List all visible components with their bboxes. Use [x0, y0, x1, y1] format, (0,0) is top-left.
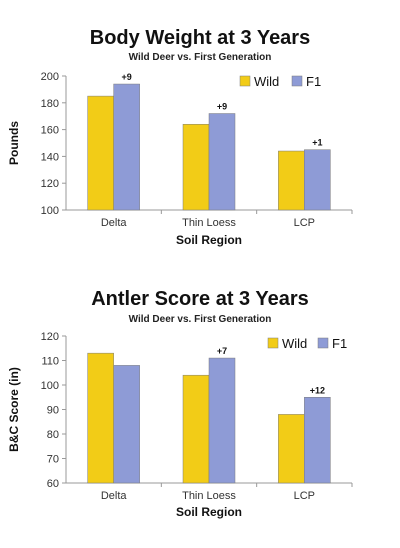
y-tick-label: 200 — [41, 71, 59, 83]
y-axis-label: Pounds — [7, 121, 21, 165]
x-category-label: LCP — [294, 217, 315, 229]
body-weight-chart: Body Weight at 3 Years Wild Deer vs. Firs… — [7, 27, 353, 247]
bar-f1-thin-loess — [208, 113, 236, 211]
chart-subtitle: Wild Deer vs. First Generation — [129, 314, 272, 325]
legend-swatch-f1 — [291, 75, 303, 87]
bar-f1-delta — [113, 365, 140, 484]
y-tick-label: 90 — [47, 405, 59, 417]
difference-label: +7 — [217, 346, 227, 356]
y-tick-label: 100 — [41, 380, 59, 392]
bar-wild-lcp — [278, 150, 305, 211]
legend-label-wild: Wild — [282, 336, 307, 351]
y-tick-label: 180 — [41, 98, 59, 110]
legend-label-f1: F1 — [306, 74, 321, 89]
chart-title: Antler Score at 3 Years — [91, 288, 309, 310]
y-tick-label: 140 — [41, 151, 59, 163]
x-axis-label: Soil Region — [176, 505, 242, 519]
y-tick-label: 80 — [47, 429, 59, 441]
y-tick-label: 120 — [41, 178, 59, 190]
x-category-label: Delta — [101, 490, 128, 502]
legend-swatch-wild — [267, 337, 279, 349]
x-category-label: Thin Loess — [182, 217, 236, 229]
x-category-label: Delta — [101, 217, 128, 229]
y-tick-label: 160 — [41, 125, 59, 137]
y-tick-label: 110 — [41, 356, 59, 368]
x-category-label: LCP — [294, 490, 315, 502]
bar-f1-lcp — [304, 149, 331, 211]
legend-swatch-f1 — [317, 337, 329, 349]
difference-label: +1 — [312, 138, 322, 148]
y-tick-label: 100 — [41, 205, 59, 217]
y-tick-label: 120 — [41, 331, 59, 343]
chart-subtitle: Wild Deer vs. First Generation — [129, 52, 272, 63]
x-category-label: Thin Loess — [182, 490, 236, 502]
legend-swatch-wild — [239, 75, 251, 87]
bar-f1-thin-loess — [208, 357, 236, 484]
y-axis-label: B&C Score (in) — [7, 367, 21, 452]
y-tick-label: 70 — [47, 454, 59, 466]
bar-wild-thin-loess — [182, 374, 210, 484]
bar-f1-lcp — [304, 397, 331, 484]
bar-wild-delta — [87, 95, 114, 211]
x-axis-label: Soil Region — [176, 233, 242, 247]
bar-f1-delta — [113, 83, 140, 211]
legend-label-wild: Wild — [254, 74, 279, 89]
difference-label: +9 — [122, 72, 132, 82]
antler-score-chart: Antler Score at 3 Years Wild Deer vs. Fir… — [7, 288, 353, 519]
difference-label: +12 — [310, 385, 325, 395]
bar-wild-delta — [87, 352, 114, 484]
difference-label: +9 — [217, 102, 227, 112]
y-tick-label: 60 — [47, 478, 59, 490]
legend-label-f1: F1 — [332, 336, 347, 351]
bar-wild-thin-loess — [182, 123, 210, 211]
bar-wild-lcp — [278, 414, 305, 484]
chart-title: Body Weight at 3 Years — [90, 27, 310, 49]
